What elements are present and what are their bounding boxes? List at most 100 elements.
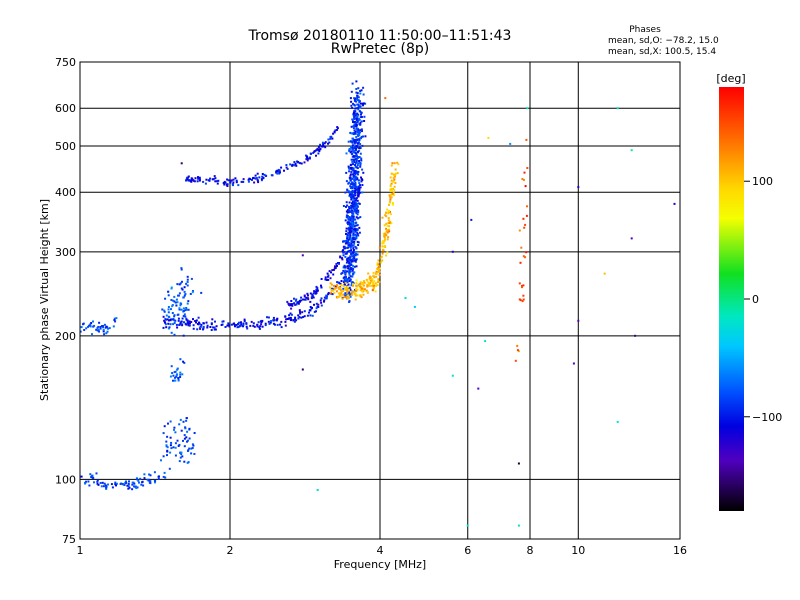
echo-point <box>348 237 351 240</box>
echo-point <box>358 202 361 205</box>
echo-point <box>344 278 347 281</box>
echo-point <box>216 182 219 185</box>
echo-point <box>163 309 166 312</box>
echo-point <box>351 203 354 205</box>
echo-point <box>172 318 175 321</box>
echo-point <box>176 301 179 304</box>
echo-point <box>388 203 390 206</box>
echo-point <box>349 164 352 167</box>
echo-point <box>299 311 301 313</box>
echo-point <box>177 319 180 322</box>
echo-point <box>524 256 527 259</box>
echo-point <box>169 375 172 378</box>
echo-point <box>172 446 175 449</box>
echo-point <box>226 324 229 327</box>
echo-point <box>351 290 354 293</box>
echo-point <box>356 156 359 159</box>
echo-point <box>355 97 358 100</box>
echo-point <box>522 298 525 301</box>
echo-point <box>357 217 360 219</box>
echo-point <box>346 189 349 192</box>
echo-point <box>290 300 293 302</box>
echo-point <box>630 149 633 152</box>
echo-point <box>673 202 676 205</box>
echo-point <box>183 445 186 448</box>
echo-point <box>182 360 185 363</box>
echo-point <box>359 164 362 167</box>
echo-point <box>332 132 335 135</box>
echo-point <box>386 208 389 211</box>
echo-point <box>336 127 339 130</box>
echo-point <box>332 268 335 271</box>
echo-point <box>256 172 259 175</box>
chart-subtitle: RwPretec (8p) <box>331 41 429 57</box>
echo-point <box>178 292 181 295</box>
echo-point <box>362 171 365 174</box>
echo-point <box>344 252 347 255</box>
echo-point <box>136 478 139 481</box>
echo-point <box>348 280 351 282</box>
echo-point <box>393 185 396 188</box>
echo-point <box>87 480 90 483</box>
echo-point <box>352 230 355 233</box>
echo-point <box>328 270 331 273</box>
echo-point <box>333 130 336 133</box>
echo-point <box>317 152 320 155</box>
echo-point <box>308 309 311 312</box>
echo-point <box>167 311 170 314</box>
echo-point <box>383 235 386 238</box>
echo-point <box>95 328 98 331</box>
echo-point <box>146 478 149 481</box>
echo-point <box>174 376 176 379</box>
echo-point <box>351 141 354 144</box>
echo-point <box>272 322 275 325</box>
echo-point <box>361 191 364 194</box>
echo-point <box>355 237 358 239</box>
echo-point <box>451 374 454 377</box>
echo-point <box>252 322 255 325</box>
echo-point <box>350 230 353 233</box>
echo-point <box>329 286 331 289</box>
echo-point <box>348 149 351 152</box>
echo-point <box>354 259 357 262</box>
echo-point <box>356 199 359 202</box>
echo-point <box>264 324 267 327</box>
echo-point <box>114 320 117 323</box>
echo-point <box>393 189 396 192</box>
echo-point <box>172 323 175 326</box>
echo-point <box>162 326 165 329</box>
echo-point <box>350 150 353 153</box>
echo-point <box>342 284 345 287</box>
echo-point <box>335 285 337 288</box>
echo-point <box>165 444 168 447</box>
echo-point <box>346 297 349 300</box>
echo-point <box>351 195 354 198</box>
echo-point <box>355 288 358 291</box>
echo-point <box>96 479 99 482</box>
echo-point <box>320 278 323 280</box>
echo-point <box>80 326 83 329</box>
echo-point <box>191 177 194 180</box>
echo-point <box>185 308 188 311</box>
echo-point <box>230 323 233 326</box>
echo-point <box>338 295 341 298</box>
echo-point <box>348 301 351 303</box>
echo-point <box>343 279 346 282</box>
echo-point <box>359 191 362 194</box>
echo-point <box>309 300 312 303</box>
echo-point <box>356 112 359 115</box>
echo-point <box>339 282 342 285</box>
echo-point <box>272 316 275 319</box>
echo-point <box>389 184 392 187</box>
echo-point <box>204 182 207 185</box>
echo-point <box>377 263 380 266</box>
echo-point <box>355 158 358 161</box>
echo-point <box>352 228 355 231</box>
echo-point <box>299 162 301 165</box>
echo-point <box>352 125 355 128</box>
echo-point <box>173 314 176 317</box>
echo-point <box>267 316 270 319</box>
echo-point <box>187 308 190 311</box>
echo-point <box>342 240 345 243</box>
echo-point <box>180 451 183 454</box>
